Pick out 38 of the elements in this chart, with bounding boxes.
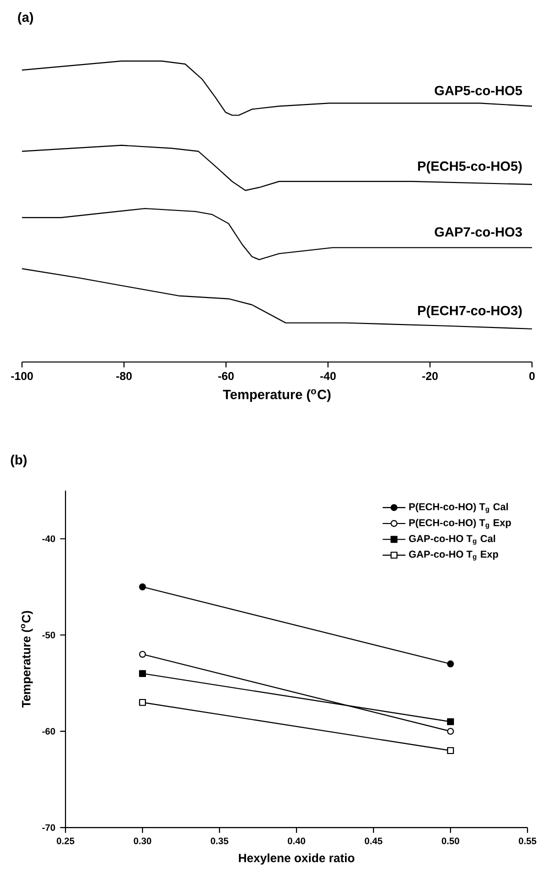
x-tick-label: 0.45	[364, 838, 382, 844]
y-tick-label: -40	[42, 535, 56, 542]
chart-title: (b)	[10, 454, 27, 468]
x-tick-label: 0.30	[134, 838, 152, 844]
x-tick-label: -60	[218, 372, 234, 380]
point	[447, 718, 454, 726]
series-label: GAP5-co-HO5	[434, 86, 522, 96]
point	[139, 650, 146, 658]
chart-title: (a)	[18, 12, 34, 25]
x-tick-label: 0.40	[288, 838, 306, 844]
legend-label: P(ECH-co-HO) T$_{g}$ Cal	[409, 502, 508, 513]
x-tick-label: 0.35	[210, 838, 228, 844]
x-tick-label: 0.55	[518, 838, 536, 844]
y-tick-label: -70	[42, 824, 56, 831]
series-label: GAP7-co-HO3	[434, 227, 522, 237]
x-tick-label: -20	[422, 372, 438, 380]
x-tick-label: -40	[320, 372, 336, 380]
point	[447, 747, 454, 754]
y-tick-label: -50	[42, 632, 56, 638]
x-axis-title: Hexylene oxide ratio	[238, 853, 354, 865]
legend-label: GAP-co-HO T$_{g}$ Cal	[409, 534, 496, 545]
x-tick-label: 0.50	[442, 838, 460, 844]
x-tick-label: -80	[116, 372, 132, 380]
point	[139, 670, 146, 677]
point	[139, 583, 146, 590]
y-tick-label: -60	[42, 728, 56, 735]
y-axis-title: Temperature ($^{o}$C)	[20, 611, 33, 708]
legend-label: GAP-co-HO T$_{g}$ Exp	[409, 550, 498, 560]
x-tick-label: 0	[529, 372, 535, 380]
legend-label: P(ECH-co-HO) T$_{g}$ Exp	[409, 518, 511, 529]
point	[447, 660, 454, 668]
point	[139, 698, 146, 706]
x-axis-title: Temperature ($^{o}$C)	[222, 389, 331, 402]
point	[447, 728, 454, 735]
x-tick-label: -100	[11, 372, 33, 380]
series-label: P(ECH7-co-HO3)	[418, 306, 522, 318]
series-label: P(ECH5-co-HO5)	[418, 161, 522, 174]
x-tick-label: 0.25	[56, 838, 74, 844]
